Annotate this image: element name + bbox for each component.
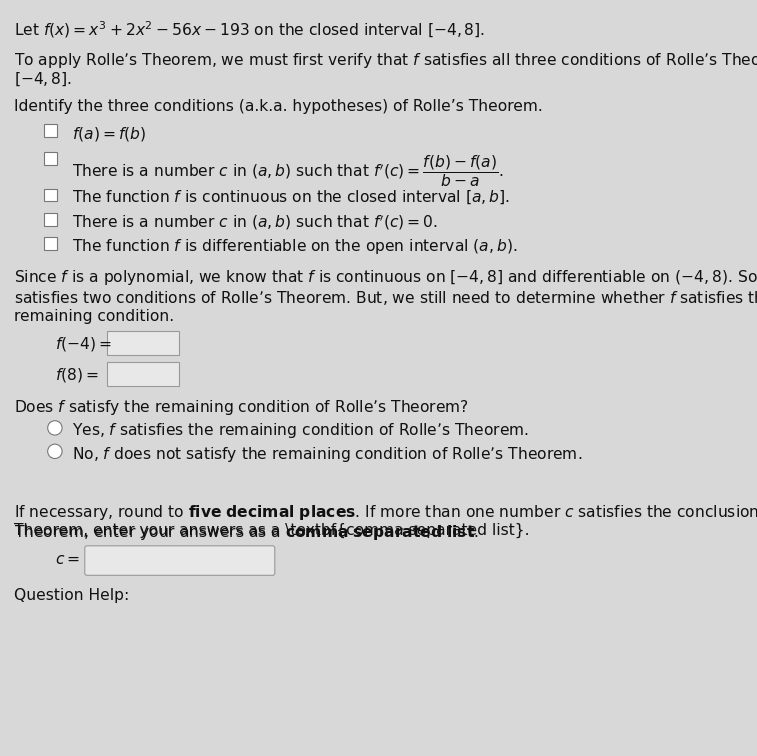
Text: If necessary, round to \textbf{five decimal places}. If more than one number $c$: If necessary, round to \textbf{five deci…	[14, 503, 757, 521]
Text: $f(8) = $: $f(8) = $	[55, 366, 99, 384]
Text: No, $f$ does not satisfy the remaining condition of Rolle’s Theorem.: No, $f$ does not satisfy the remaining c…	[72, 445, 582, 463]
Text: There is a number $c$ in $(a, b)$ such that $f'(c) = 0$.: There is a number $c$ in $(a, b)$ such t…	[72, 213, 438, 232]
Text: Question Help:: Question Help:	[14, 588, 129, 603]
Text: Theorem, enter your answers as a $\mathbf{comma\ separated\ list}$.: Theorem, enter your answers as a $\mathb…	[14, 523, 478, 542]
Text: Does $f$ satisfy the remaining condition of Rolle’s Theorem?: Does $f$ satisfy the remaining condition…	[14, 398, 469, 417]
Text: To apply Rolle’s Theorem, we must first verify that $f$ satisfies all three cond: To apply Rolle’s Theorem, we must first …	[14, 51, 757, 70]
Text: Identify the three conditions (a.k.a. hypotheses) of Rolle’s Theorem.: Identify the three conditions (a.k.a. hy…	[14, 99, 542, 114]
Text: $c = $: $c = $	[55, 552, 80, 567]
Text: There is a number $c$ in $(a, b)$ such that $f'(c) = \dfrac{f(b) - f(a)}{b - a}$: There is a number $c$ in $(a, b)$ such t…	[72, 153, 503, 188]
Text: The function $f$ is differentiable on the open interval $(a, b)$.: The function $f$ is differentiable on th…	[72, 237, 517, 256]
Text: Now, we’re ready to find all numbers $c$ that satisfy the conclusion of Rolle’s : Now, we’re ready to find all numbers $c$…	[14, 476, 680, 495]
Text: If necessary, round to $\mathbf{five\ decimal\ places}$. If more than one number: If necessary, round to $\mathbf{five\ de…	[14, 503, 757, 522]
Text: The function $f$ is continuous on the closed interval $[a, b]$.: The function $f$ is continuous on the cl…	[72, 189, 509, 206]
Text: $f(-4) = $: $f(-4) = $	[55, 335, 112, 353]
Text: Yes, $f$ satisfies the remaining condition of Rolle’s Theorem.: Yes, $f$ satisfies the remaining conditi…	[72, 421, 529, 440]
Text: remaining condition.: remaining condition.	[14, 309, 174, 324]
Text: Since $f$ is a polynomial, we know that $f$ is continuous on $[-4, 8]$ and diffe: Since $f$ is a polynomial, we know that …	[14, 268, 757, 287]
Text: Theorem, enter your answers as a \textbf{comma separated list}.: Theorem, enter your answers as a \textbf…	[14, 523, 529, 538]
Text: $f(a) = f(b)$: $f(a) = f(b)$	[72, 125, 146, 143]
Text: $[-4, 8]$.: $[-4, 8]$.	[14, 71, 72, 88]
Text: Let $f(x) = x^3 + 2x^2 - 56x - 193$ on the closed interval $[-4, 8]$.: Let $f(x) = x^3 + 2x^2 - 56x - 193$ on t…	[14, 20, 484, 40]
Text: satisfies two conditions of Rolle’s Theorem. But, we still need to determine whe: satisfies two conditions of Rolle’s Theo…	[14, 289, 757, 307]
